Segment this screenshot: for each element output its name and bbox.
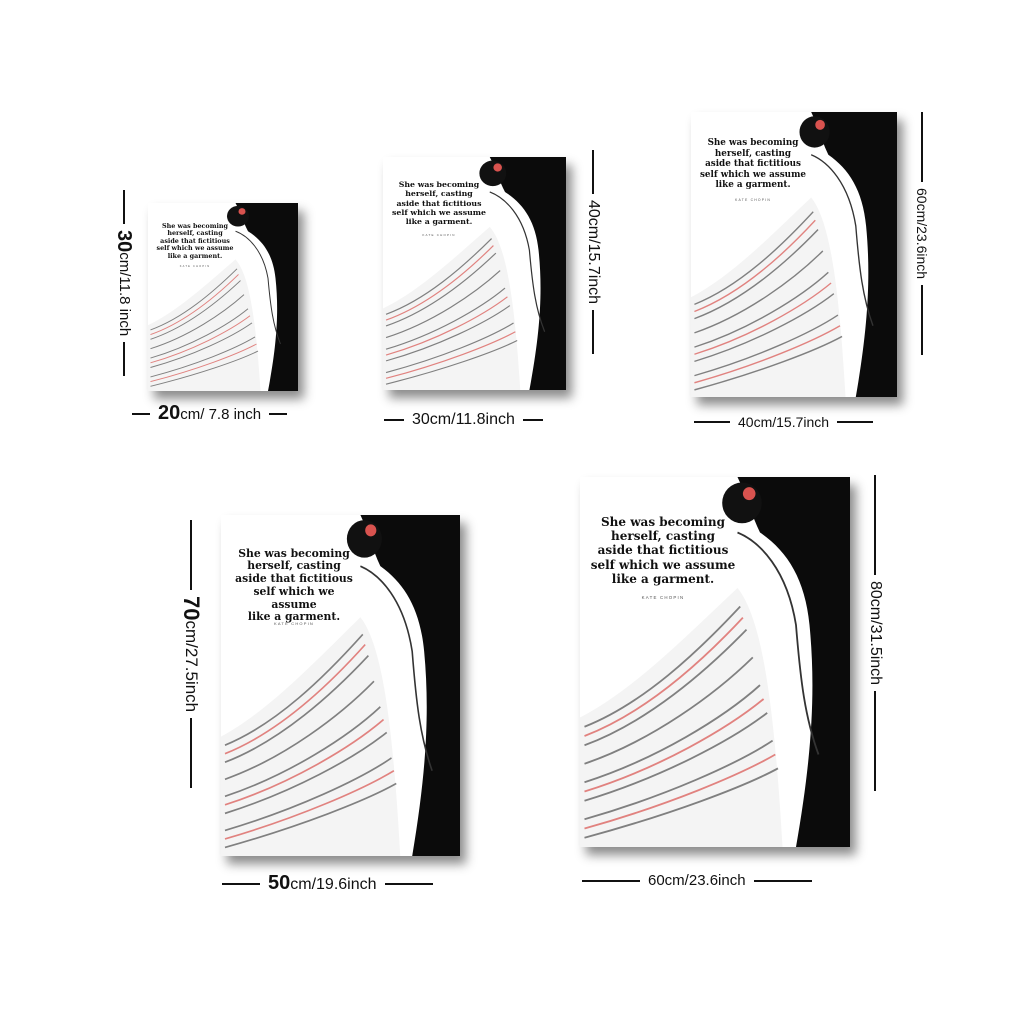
- dimension-line: [122, 190, 125, 224]
- poster-quote: She was becoming herself, casting aside th…: [590, 515, 736, 586]
- height-label: 80cm/31.5inch: [867, 581, 884, 686]
- dimension-line: [132, 412, 150, 415]
- height-label: 70cm/27.5inch: [179, 596, 204, 713]
- woman-figure-illustration: [148, 203, 281, 391]
- poster-author: KATE CHOPIN: [179, 265, 211, 268]
- poster-preview-40x60: She was becoming herself, casting aside th…: [691, 112, 897, 397]
- dimension-line: [582, 879, 640, 882]
- width-label: 20cm/ 7.8 inch: [158, 402, 262, 424]
- height-label: 40cm/15.7inch: [585, 200, 602, 305]
- dimension-line: [122, 342, 125, 377]
- poster-author: KATE CHOPIN: [422, 233, 456, 237]
- height-label: 30cm/11.8 inch: [113, 230, 135, 337]
- poster-quote: She was becoming herself, casting aside th…: [156, 221, 234, 260]
- width-dimension-20x30: 20cm/ 7.8 inch: [132, 402, 288, 425]
- dimension-line: [921, 285, 923, 356]
- width-label: 30cm/11.8inch: [412, 411, 515, 428]
- poster-quote: She was becoming herself, casting aside th…: [699, 138, 806, 190]
- dimension-line: [384, 419, 404, 421]
- width-dimension-30x40: 30cm/11.8inch: [384, 411, 543, 429]
- poster-author: KATE CHOPIN: [273, 621, 315, 626]
- poster-preview-50x70: She was becoming herself, casting aside th…: [221, 515, 460, 856]
- dimension-line: [222, 882, 260, 885]
- dimension-line: [190, 520, 192, 590]
- woman-figure-illustration: [221, 515, 433, 856]
- width-label: 40cm/15.7inch: [738, 414, 830, 430]
- dimension-line: [753, 879, 812, 882]
- width-dimension-50x70: 50cm/19.6inch: [222, 872, 433, 895]
- poster-preview-30x40: She was becoming herself, casting aside th…: [383, 157, 566, 390]
- height-dimension-60x80: 80cm/31.5inch: [866, 475, 884, 847]
- dimension-line: [592, 150, 594, 194]
- width-dimension-40x60: 40cm/15.7inch: [694, 414, 874, 430]
- woman-figure-illustration: [580, 477, 820, 847]
- width-dimension-60x80: 60cm/23.6inch: [582, 872, 812, 889]
- width-label: 50cm/19.6inch: [268, 872, 377, 894]
- dimension-line: [190, 718, 192, 789]
- height-dimension-30x40: 40cm/15.7inch: [584, 150, 602, 390]
- width-label: 60cm/23.6inch: [648, 872, 746, 889]
- dimension-line: [874, 691, 876, 792]
- poster-author: KATE CHOPIN: [641, 595, 685, 600]
- poster-preview-20x30: She was becoming herself, casting aside th…: [148, 203, 298, 391]
- height-dimension-40x60: 60cm/23.6inch: [914, 112, 930, 397]
- dimension-line: [384, 882, 433, 885]
- dimension-line: [921, 112, 923, 182]
- poster-preview-60x80: She was becoming herself, casting aside th…: [580, 477, 850, 847]
- woman-figure-illustration: [691, 112, 874, 397]
- dimension-line: [522, 419, 543, 421]
- height-dimension-20x30: 30cm/11.8 inch: [112, 190, 135, 400]
- height-label: 60cm/23.6inch: [914, 188, 930, 280]
- dimension-line: [694, 421, 730, 423]
- poster-quote: She was becoming herself, casting aside th…: [235, 546, 353, 624]
- woman-figure-illustration: [383, 157, 546, 390]
- dimension-line: [874, 475, 876, 575]
- dimension-line: [592, 310, 594, 355]
- poster-author: KATE CHOPIN: [735, 198, 771, 202]
- dimension-line: [269, 412, 288, 415]
- height-dimension-50x70: 70cm/27.5inch: [178, 520, 204, 856]
- dimension-line: [837, 421, 874, 423]
- poster-quote: She was becoming herself, casting aside th…: [392, 180, 486, 226]
